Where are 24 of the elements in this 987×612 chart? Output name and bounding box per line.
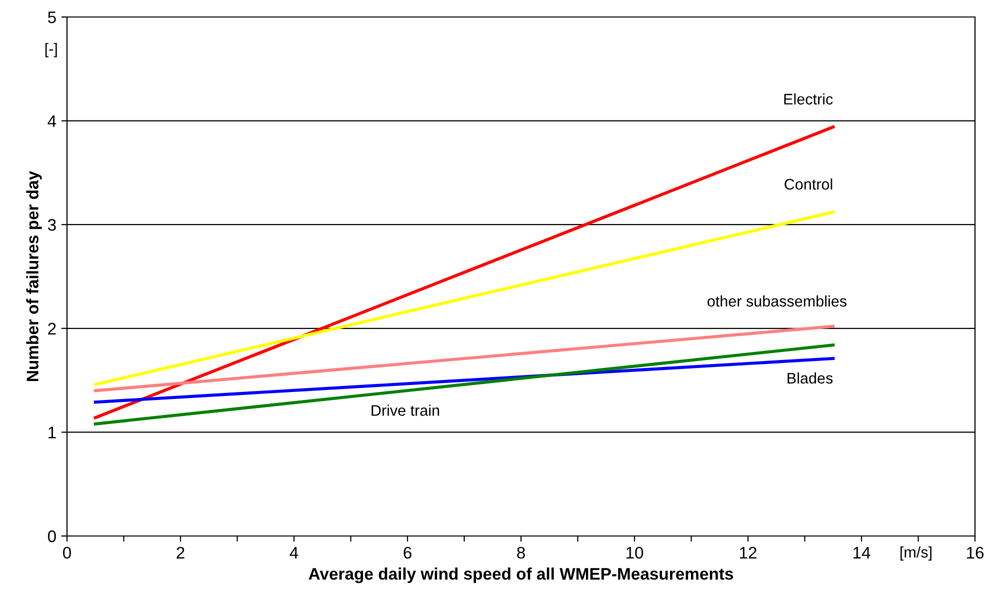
x-tick-label: 8 [517, 546, 525, 559]
y-tick-label: 4 [48, 115, 56, 127]
x-tick-label: 10 [626, 546, 644, 559]
series-label: other subassemblies [708, 295, 846, 307]
series-label: Electric [784, 93, 833, 105]
series-label: Drive train [372, 404, 440, 416]
x-tick-label: 16 [967, 546, 984, 559]
y-tick-label: 3 [48, 219, 56, 231]
y-tick-label: 5 [48, 12, 56, 24]
y-tick-label: 1 [48, 426, 56, 438]
text: [m/s] [900, 546, 932, 561]
x-axis-title: Average daily wind speed of all WMEP-Measurements [308, 568, 734, 584]
y-tick-label: 2 [48, 322, 56, 334]
y-axis-title: Number of failures per day [26, 171, 42, 381]
series-label: Blades [788, 372, 833, 384]
series-label: Control [784, 178, 832, 190]
x-tick-label: 0 [63, 546, 71, 559]
x-tick-label: 14 [854, 547, 870, 558]
x-tick-label: 6 [404, 546, 412, 559]
text: [-] [45, 42, 57, 58]
y-tick-label: 0 [48, 530, 56, 542]
x-tick-label: 2 [176, 546, 184, 558]
x-tick-label: 4 [290, 547, 298, 558]
x-tick-label: 12 [740, 546, 756, 558]
